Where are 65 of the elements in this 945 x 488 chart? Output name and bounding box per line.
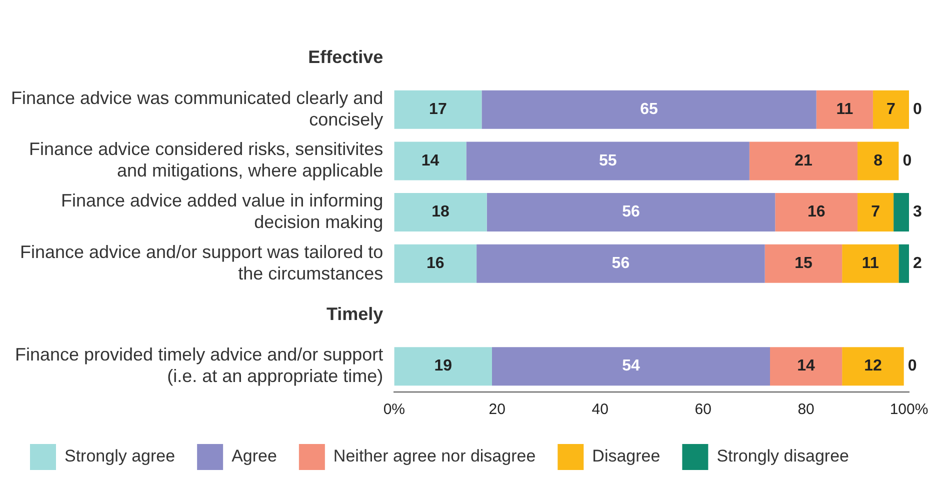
legend-label: Strongly agree (64, 446, 176, 466)
x-tick-label: 0% (383, 401, 406, 418)
data-label: 17 (429, 101, 447, 118)
bar (486, 193, 776, 232)
y-tick-label: Finance advice added value in informing decision making (60, 190, 384, 232)
legend-label: Neither agree nor disagree (333, 446, 536, 466)
x-tick-label: 40 (592, 401, 608, 418)
y-tick-label: Effective (308, 47, 384, 68)
data-label: 7 (871, 204, 880, 221)
bar (394, 193, 487, 232)
bar (842, 347, 904, 386)
bar (872, 90, 909, 129)
bar (394, 142, 466, 180)
data-label: 11 (862, 255, 879, 272)
legend-label: Disagree (592, 446, 660, 466)
data-label: 14 (797, 358, 816, 375)
x-tick-label: 20 (488, 401, 506, 418)
data-label: 12 (864, 358, 882, 375)
data-label: 0 (913, 101, 922, 118)
data-label: 18 (432, 204, 450, 221)
y-tick-label: Finance provided timely advice and/or support (i.e. at an appropriate time) (14, 344, 384, 386)
data-label: 21 (794, 152, 812, 170)
bar (858, 142, 899, 180)
legend-label: Strongly disagree (716, 446, 850, 466)
bar (492, 347, 770, 386)
bar (894, 193, 909, 232)
bar (476, 244, 765, 283)
data-label: 2 (913, 255, 922, 272)
bar (394, 244, 477, 283)
bar (842, 244, 899, 283)
data-label: 54 (622, 358, 640, 375)
y-tick-label: Finance advice and/or support was tailored to the circumstances (20, 242, 384, 284)
bar (858, 193, 894, 232)
y-tick-label: Timely (326, 304, 384, 324)
data-label: 14 (421, 152, 440, 170)
data-label: 0 (902, 152, 912, 170)
bar (394, 347, 492, 386)
data-label: 16 (426, 255, 444, 272)
data-label: 0 (908, 358, 917, 375)
data-label: 11 (836, 101, 854, 118)
x-tick-label: 100% (890, 401, 928, 418)
data-label: 8 (874, 152, 883, 170)
bar (764, 244, 842, 283)
y-tick-label: Finance advice considered risks, sensitivites and mitigations, where applicable (29, 139, 384, 181)
bar (482, 90, 816, 129)
data-label: 16 (807, 204, 826, 221)
data-label: 65 (640, 101, 658, 118)
bar (775, 193, 858, 232)
data-label: 56 (622, 204, 640, 221)
data-label: 15 (794, 255, 812, 272)
data-label: 7 (886, 101, 896, 118)
bar (394, 90, 482, 129)
data-label: 56 (612, 255, 630, 272)
bar (816, 90, 873, 129)
bar (898, 244, 909, 283)
bar (466, 142, 750, 180)
y-tick-label: Finance advice was communicated clearly and concisely (10, 88, 384, 130)
x-tick-label: 80 (798, 401, 814, 418)
bar (749, 142, 858, 180)
data-label: 3 (913, 204, 922, 221)
data-label: 55 (598, 152, 617, 170)
x-tick-label: 60 (694, 401, 712, 418)
data-label: 19 (434, 358, 452, 375)
legend-label: Agree (232, 446, 277, 466)
bar (770, 347, 842, 386)
